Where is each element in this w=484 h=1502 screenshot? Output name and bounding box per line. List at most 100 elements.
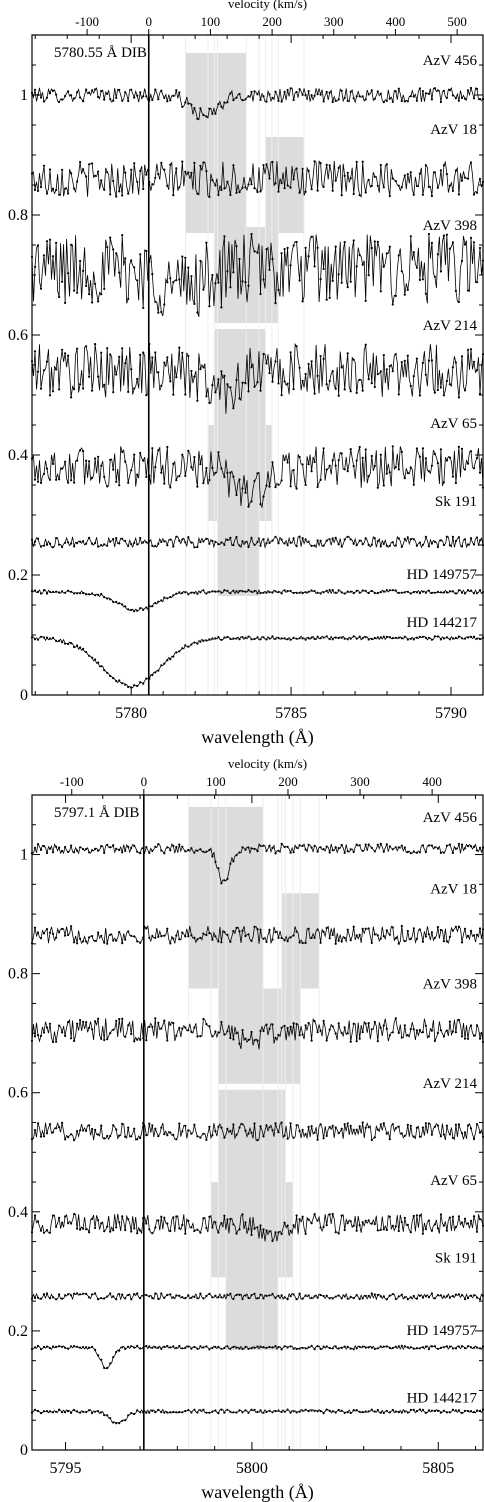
data-point [337,394,340,397]
data-point [205,1138,208,1141]
data-point [430,1409,433,1412]
data-point [172,594,175,597]
data-point [241,1347,244,1350]
data-point [45,592,49,595]
data-point [178,1344,181,1348]
data-point [45,851,49,855]
data-point [232,860,235,863]
data-point [127,1126,130,1129]
data-point [112,939,115,942]
data-point [85,1346,88,1349]
data-point [271,1129,274,1132]
data-point [292,388,295,391]
data-point [439,638,442,641]
data-point [460,591,464,594]
data-point [367,178,370,181]
data-point [286,1224,289,1227]
data-point [220,941,223,944]
data-point [400,1220,403,1224]
data-point [388,365,391,368]
data-point [319,478,322,481]
y-tick-label: 0 [20,1442,28,1459]
data-point [349,448,352,451]
series-label: AzV 18 [430,122,477,138]
data-point [406,1123,409,1126]
data-point [238,638,241,641]
data-point [454,1293,457,1296]
spectrum-points [30,232,484,314]
data-point [277,1346,280,1349]
data-point [280,936,283,940]
data-point [415,99,418,102]
data-point [349,538,352,541]
data-point [406,536,409,539]
data-point [33,350,37,353]
data-point [469,929,473,933]
data-point [277,590,280,594]
data-point [121,450,124,453]
data-point [121,1215,124,1218]
data-point [280,182,283,185]
data-point [460,843,464,846]
data-point [475,191,479,194]
data-point [88,1346,91,1349]
data-point [82,1129,85,1132]
data-point [433,1297,436,1300]
data-point [475,456,479,460]
data-point [352,1297,355,1300]
data-point [274,302,277,305]
data-point [181,105,184,108]
data-point [319,941,322,944]
data-point [262,937,265,940]
data-point [112,179,115,183]
data-point [403,537,406,541]
data-point [388,471,391,474]
data-point [51,1411,55,1414]
data-point [145,846,148,849]
data-point [121,347,124,350]
data-point [361,1121,364,1124]
data-point [196,849,199,852]
data-point [355,391,358,394]
data-point [64,301,67,304]
data-point [472,1034,476,1037]
data-point [427,359,430,362]
data-point [217,1125,220,1128]
data-point [73,388,76,391]
data-point [136,473,139,476]
data-point [184,101,187,104]
data-point [223,543,226,547]
data-point [48,1347,52,1350]
data-point [214,1221,217,1224]
data-point [58,931,61,934]
data-point [58,1126,61,1129]
data-point [36,370,40,373]
data-point [205,170,208,173]
data-point [469,589,473,592]
data-point [220,188,223,191]
data-point [39,1412,43,1415]
data-point [289,541,292,544]
data-point [133,1227,136,1230]
data-point [265,100,268,103]
data-point [169,849,172,852]
data-point [391,848,394,851]
data-point [127,481,130,484]
data-point [307,1218,310,1221]
data-point [58,193,61,196]
data-point [133,162,136,165]
data-point [436,462,439,465]
data-point [223,1411,226,1414]
data-point [64,352,67,355]
data-point [244,1037,247,1040]
velocity-tick-label: 500 [447,14,467,29]
data-point [58,543,61,546]
y-tick-label: 0.6 [8,1085,28,1102]
data-point [48,1410,52,1413]
data-point [58,1024,61,1027]
data-point [88,1026,91,1029]
data-point [397,846,400,849]
data-point [301,637,304,640]
data-point [157,1297,160,1300]
data-point [352,97,355,100]
